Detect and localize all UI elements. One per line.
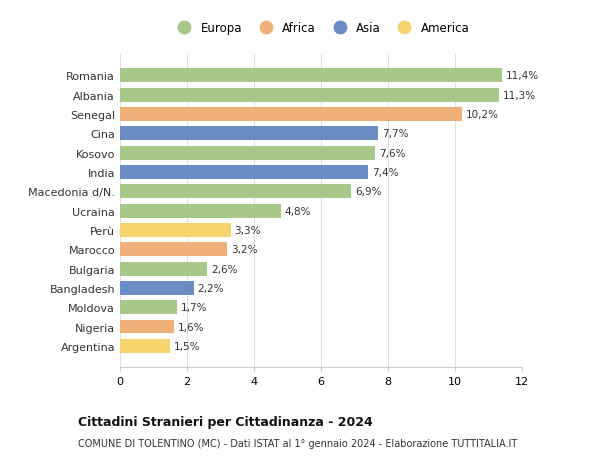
Bar [120, 301, 177, 314]
Bar [120, 243, 227, 257]
Bar [120, 146, 374, 160]
Text: 10,2%: 10,2% [466, 110, 499, 120]
Bar [120, 281, 194, 295]
Text: 7,4%: 7,4% [372, 168, 398, 178]
Bar [120, 185, 351, 199]
Text: 2,2%: 2,2% [198, 283, 224, 293]
Text: 1,6%: 1,6% [178, 322, 204, 332]
Text: 11,4%: 11,4% [506, 71, 539, 81]
Bar [120, 69, 502, 83]
Text: 11,3%: 11,3% [503, 90, 536, 101]
Text: 1,5%: 1,5% [174, 341, 201, 351]
Bar [120, 262, 207, 276]
Bar [120, 89, 499, 102]
Bar [120, 127, 378, 141]
Text: 6,9%: 6,9% [355, 187, 382, 197]
Text: 7,7%: 7,7% [382, 129, 409, 139]
Text: 2,6%: 2,6% [211, 264, 238, 274]
Text: Cittadini Stranieri per Cittadinanza - 2024: Cittadini Stranieri per Cittadinanza - 2… [78, 415, 373, 428]
Legend: Europa, Africa, Asia, America: Europa, Africa, Asia, America [167, 17, 475, 39]
Text: 7,6%: 7,6% [379, 148, 405, 158]
Text: 3,3%: 3,3% [235, 225, 261, 235]
Text: COMUNE DI TOLENTINO (MC) - Dati ISTAT al 1° gennaio 2024 - Elaborazione TUTTITAL: COMUNE DI TOLENTINO (MC) - Dati ISTAT al… [78, 438, 517, 448]
Bar [120, 224, 230, 237]
Bar [120, 320, 173, 334]
Bar [120, 339, 170, 353]
Text: 4,8%: 4,8% [285, 206, 311, 216]
Bar [120, 166, 368, 179]
Bar [120, 108, 461, 122]
Text: 1,7%: 1,7% [181, 302, 208, 313]
Bar [120, 204, 281, 218]
Text: 3,2%: 3,2% [231, 245, 258, 255]
